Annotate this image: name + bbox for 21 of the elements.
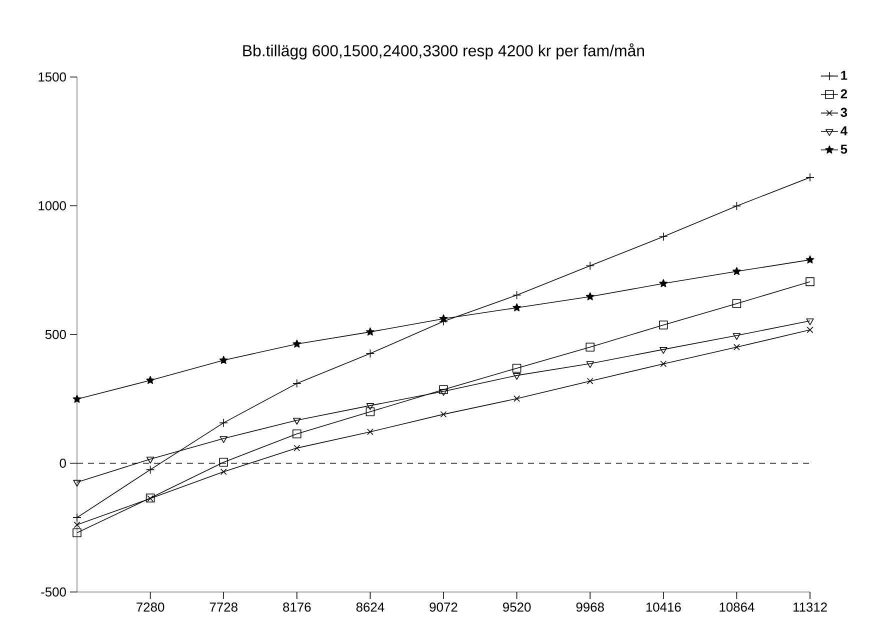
- y-tick-label: 0: [60, 458, 66, 468]
- legend-label: 3: [840, 108, 848, 117]
- x-tick-label: 8176: [283, 602, 311, 612]
- chart-title: Bb.tillägg 600,1500,2400,3300 resp 4200 kr per fam/mån: [243, 43, 644, 60]
- x-tick-label: 9968: [576, 602, 604, 612]
- x-tick-label: 11312: [793, 602, 827, 612]
- y-tick-label: 500: [45, 330, 66, 340]
- legend-label: 4: [840, 126, 848, 136]
- x-tick-label: 9072: [430, 602, 458, 612]
- x-tick-label: 7280: [136, 602, 164, 612]
- legend-label: 2: [840, 89, 848, 98]
- y-tick-label: 1500: [38, 72, 66, 82]
- x-tick-label: 10416: [646, 602, 681, 612]
- legend-label: 1: [841, 70, 848, 80]
- x-tick-label: 8624: [356, 602, 384, 612]
- y-tick-label: -500: [41, 587, 66, 597]
- y-tick-label: 1000: [38, 201, 66, 210]
- x-tick-label: 7728: [210, 602, 238, 612]
- x-tick-label: 10864: [720, 602, 754, 612]
- legend-label: 5: [840, 144, 848, 154]
- x-tick-label: 9520: [503, 602, 531, 612]
